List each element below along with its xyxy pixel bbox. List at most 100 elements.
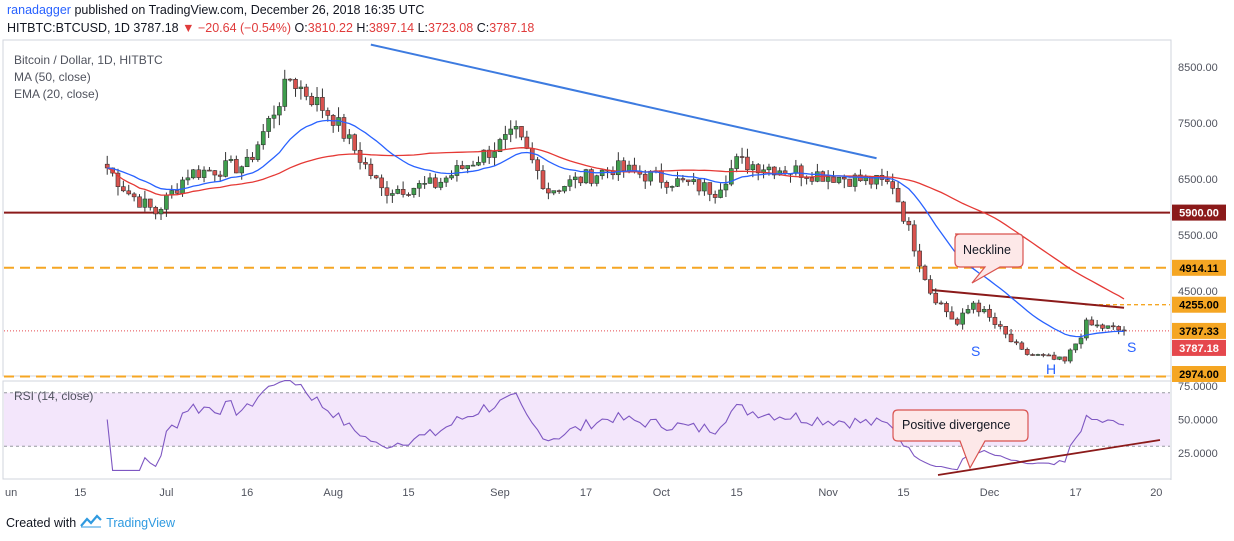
candle-body — [825, 176, 831, 182]
candle-body — [718, 189, 723, 198]
price-badge-label: 5900.00 — [1179, 208, 1219, 220]
candle-body — [191, 169, 196, 179]
candle-body — [164, 194, 169, 210]
time-tick-label: Jul — [159, 487, 173, 499]
candle-body — [616, 160, 621, 176]
candle-body — [196, 169, 201, 178]
candle-body — [470, 164, 476, 167]
candles-layer — [104, 69, 1127, 364]
legend-ma: MA (50, close) — [14, 70, 91, 84]
candle-body — [1084, 319, 1089, 339]
price-change: ▼ −20.64 (−0.54%) — [182, 21, 292, 35]
candle-body — [411, 187, 417, 195]
candle-body — [1067, 349, 1073, 362]
rsi-tick-label: 75.0000 — [1178, 381, 1218, 393]
candle-body — [459, 165, 465, 169]
time-tick-label: un — [5, 487, 17, 499]
candle-body — [373, 175, 379, 179]
candle-body — [449, 175, 454, 179]
price-tick-label: 5500.00 — [1178, 230, 1218, 242]
candle-body — [685, 179, 691, 183]
candle-body — [772, 166, 777, 176]
price-badge — [1172, 204, 1226, 221]
axis-layer: 8500.00 7500.00 6500.00 5500.00 4500.00 75.00… — [5, 62, 1226, 499]
price-tick-label: 8500.00 — [1178, 62, 1218, 74]
candle-body — [519, 126, 524, 138]
candle-body — [266, 118, 271, 132]
candle-body — [465, 165, 470, 169]
candle-body — [874, 174, 879, 185]
divergence-label: Positive divergence — [902, 418, 1010, 432]
candle-body — [928, 279, 933, 294]
candle-body — [997, 324, 1003, 327]
candle-body — [277, 106, 282, 116]
candle-body — [524, 136, 530, 149]
candle-body — [954, 318, 960, 325]
candle-body — [556, 190, 562, 192]
author-link[interactable]: ranadagger — [7, 3, 71, 17]
candle-body — [949, 311, 955, 320]
candle-body — [901, 201, 906, 222]
candle-body — [320, 96, 325, 111]
candle-body — [228, 159, 234, 161]
candle-body — [121, 186, 126, 192]
legend-title: Bitcoin / Dollar, 1D, HITBTC — [14, 53, 163, 67]
candle-body — [1008, 333, 1014, 343]
candle-body — [260, 131, 266, 146]
candle-body — [675, 178, 680, 187]
tradingview-brand-link[interactable]: TradingView — [106, 515, 175, 530]
candle-body — [298, 86, 304, 89]
candle-body — [476, 161, 481, 166]
price-badge — [1172, 296, 1226, 313]
candle-body — [1089, 319, 1095, 326]
rsi-divergence-line — [937, 439, 1161, 476]
candle-body — [1024, 348, 1030, 355]
ohlc-close-value: 3787.18 — [489, 21, 535, 35]
price-tick-label: 4500.00 — [1178, 286, 1218, 298]
symbol-name: HITBTC:BTCUSD, 1D — [7, 21, 130, 35]
candle-body — [976, 302, 982, 313]
price-badge-label: 2974.00 — [1179, 369, 1219, 381]
candle-body — [546, 188, 551, 194]
candle-body — [293, 79, 298, 89]
price-tick-label: 7500.00 — [1178, 118, 1218, 130]
candle-body — [750, 164, 756, 171]
candle-body — [917, 250, 922, 267]
candle-body — [572, 176, 578, 181]
time-tick-label: 16 — [241, 487, 253, 499]
annotations-layer: Neckline Positive divergence S H S — [892, 233, 1136, 470]
created-with-text: Created with — [6, 515, 77, 530]
candle-body — [234, 159, 239, 174]
candle-body — [174, 190, 180, 194]
candle-body — [831, 176, 836, 183]
price-badge-label: 3787.33 — [1179, 326, 1219, 338]
rsi-tick-label: 25.0000 — [1178, 448, 1218, 460]
candle-body — [1057, 356, 1062, 360]
rsi-line — [106, 380, 1125, 471]
shoulder-right-label: S — [1127, 339, 1136, 355]
candle-body — [153, 207, 158, 215]
candle-body — [1041, 354, 1046, 356]
time-tick-label: 17 — [1069, 487, 1081, 499]
price-badge — [1172, 339, 1226, 356]
time-tick-label: 20 — [1150, 487, 1162, 499]
candle-body — [906, 220, 912, 226]
candle-body — [395, 189, 401, 194]
candle-body — [922, 265, 928, 280]
candle-body — [535, 159, 540, 171]
candle-body — [944, 303, 949, 313]
candle-body — [244, 156, 250, 168]
candle-body — [309, 96, 314, 106]
candle-body — [734, 156, 739, 169]
candle-body — [1062, 356, 1068, 362]
neckline-label: Neckline — [963, 243, 1011, 257]
candle-body — [895, 188, 901, 203]
candle-body — [303, 86, 309, 97]
shoulder-left-label: S — [971, 343, 980, 359]
candle-body — [965, 309, 971, 314]
candle-body — [368, 163, 374, 176]
candle-body — [691, 179, 696, 183]
divergence-callout — [892, 409, 1029, 470]
candle-body — [212, 170, 218, 176]
